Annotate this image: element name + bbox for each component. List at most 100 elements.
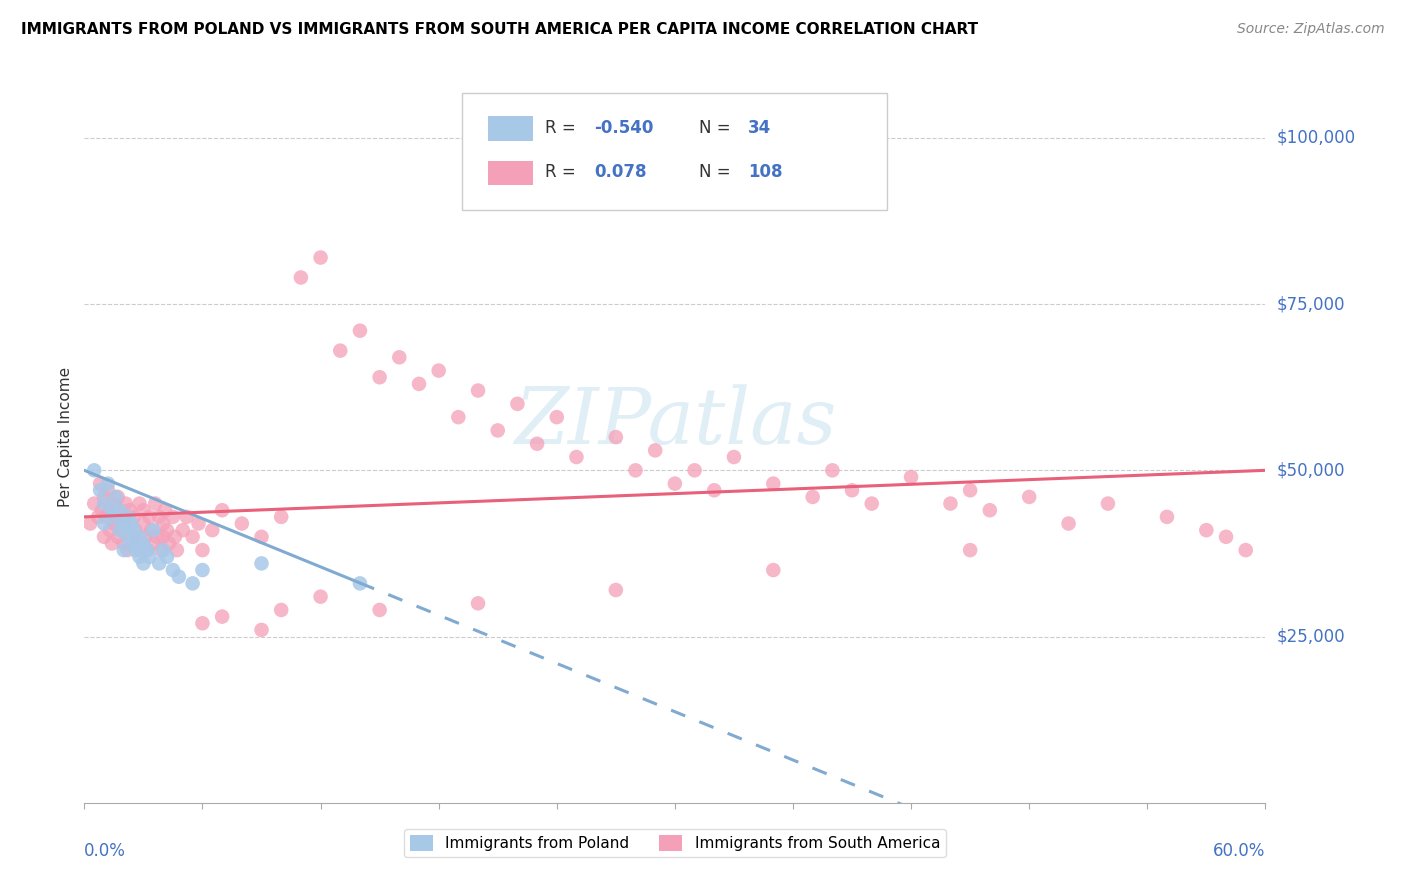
Point bbox=[644, 443, 666, 458]
Point bbox=[467, 596, 489, 610]
Point bbox=[821, 463, 844, 477]
Text: N =: N = bbox=[699, 119, 735, 136]
Point bbox=[290, 270, 312, 285]
Point bbox=[427, 363, 450, 377]
Point bbox=[108, 503, 131, 517]
Point bbox=[94, 509, 117, 524]
Bar bbox=[488, 116, 533, 141]
Point bbox=[104, 509, 127, 524]
Point bbox=[111, 523, 134, 537]
Point bbox=[388, 351, 411, 365]
Point bbox=[860, 497, 883, 511]
Point bbox=[117, 543, 139, 558]
Point bbox=[117, 516, 139, 531]
Point bbox=[467, 384, 489, 398]
Point bbox=[152, 530, 174, 544]
Point bbox=[211, 609, 233, 624]
Point bbox=[605, 582, 627, 597]
Text: IMMIGRANTS FROM POLAND VS IMMIGRANTS FROM SOUTH AMERICA PER CAPITA INCOME CORREL: IMMIGRANTS FROM POLAND VS IMMIGRANTS FRO… bbox=[21, 22, 979, 37]
Point bbox=[79, 516, 101, 531]
Point bbox=[122, 509, 145, 524]
Text: R =: R = bbox=[546, 163, 581, 181]
Point bbox=[103, 497, 125, 511]
Point bbox=[368, 603, 391, 617]
Point bbox=[187, 516, 209, 531]
Point bbox=[142, 523, 165, 537]
Point bbox=[156, 523, 179, 537]
Point bbox=[107, 530, 129, 544]
Point bbox=[486, 424, 509, 438]
Point bbox=[801, 490, 824, 504]
Text: -0.540: -0.540 bbox=[595, 119, 654, 136]
Point bbox=[108, 503, 131, 517]
Point bbox=[83, 497, 105, 511]
Point bbox=[97, 483, 120, 498]
Point bbox=[98, 523, 121, 537]
Point bbox=[152, 543, 174, 558]
Bar bbox=[488, 161, 533, 186]
Text: R =: R = bbox=[546, 119, 581, 136]
Text: 0.078: 0.078 bbox=[595, 163, 647, 181]
Point bbox=[134, 530, 156, 544]
Point bbox=[122, 536, 145, 550]
Text: 34: 34 bbox=[748, 119, 772, 136]
Point bbox=[97, 476, 120, 491]
Point bbox=[762, 476, 785, 491]
Point bbox=[132, 557, 155, 571]
Point bbox=[136, 543, 159, 558]
Point bbox=[83, 463, 105, 477]
FancyBboxPatch shape bbox=[463, 94, 887, 211]
Point bbox=[143, 497, 166, 511]
Point bbox=[141, 523, 163, 537]
Point bbox=[1195, 523, 1218, 537]
Point bbox=[939, 497, 962, 511]
Point bbox=[104, 490, 127, 504]
Point bbox=[121, 530, 143, 544]
Point bbox=[121, 516, 143, 531]
Point bbox=[138, 509, 160, 524]
Point bbox=[546, 410, 568, 425]
Point bbox=[98, 503, 121, 517]
Point bbox=[103, 516, 125, 531]
Point bbox=[841, 483, 863, 498]
Text: 60.0%: 60.0% bbox=[1213, 842, 1265, 860]
Legend: Immigrants from Poland, Immigrants from South America: Immigrants from Poland, Immigrants from … bbox=[404, 830, 946, 857]
Point bbox=[368, 370, 391, 384]
Text: $50,000: $50,000 bbox=[1277, 461, 1346, 479]
Point bbox=[112, 536, 135, 550]
Text: N =: N = bbox=[699, 163, 735, 181]
Point bbox=[526, 436, 548, 450]
Point bbox=[89, 476, 111, 491]
Point bbox=[167, 570, 190, 584]
Point bbox=[191, 543, 214, 558]
Point bbox=[153, 503, 176, 517]
Text: 0.0%: 0.0% bbox=[84, 842, 127, 860]
Point bbox=[138, 549, 160, 564]
Point bbox=[107, 490, 129, 504]
Point bbox=[103, 509, 125, 524]
Point bbox=[132, 516, 155, 531]
Point bbox=[447, 410, 470, 425]
Point bbox=[148, 557, 170, 571]
Point bbox=[1057, 516, 1080, 531]
Point bbox=[349, 324, 371, 338]
Point bbox=[683, 463, 706, 477]
Point bbox=[191, 563, 214, 577]
Point bbox=[127, 536, 149, 550]
Point bbox=[270, 509, 292, 524]
Point bbox=[231, 516, 253, 531]
Point bbox=[408, 376, 430, 391]
Point bbox=[605, 430, 627, 444]
Point bbox=[762, 563, 785, 577]
Point bbox=[506, 397, 529, 411]
Point bbox=[114, 497, 136, 511]
Point bbox=[979, 503, 1001, 517]
Point bbox=[146, 530, 169, 544]
Point bbox=[201, 523, 224, 537]
Point bbox=[959, 543, 981, 558]
Point bbox=[124, 523, 146, 537]
Point bbox=[152, 516, 174, 531]
Point bbox=[128, 530, 150, 544]
Text: Source: ZipAtlas.com: Source: ZipAtlas.com bbox=[1237, 22, 1385, 37]
Y-axis label: Per Capita Income: Per Capita Income bbox=[58, 367, 73, 508]
